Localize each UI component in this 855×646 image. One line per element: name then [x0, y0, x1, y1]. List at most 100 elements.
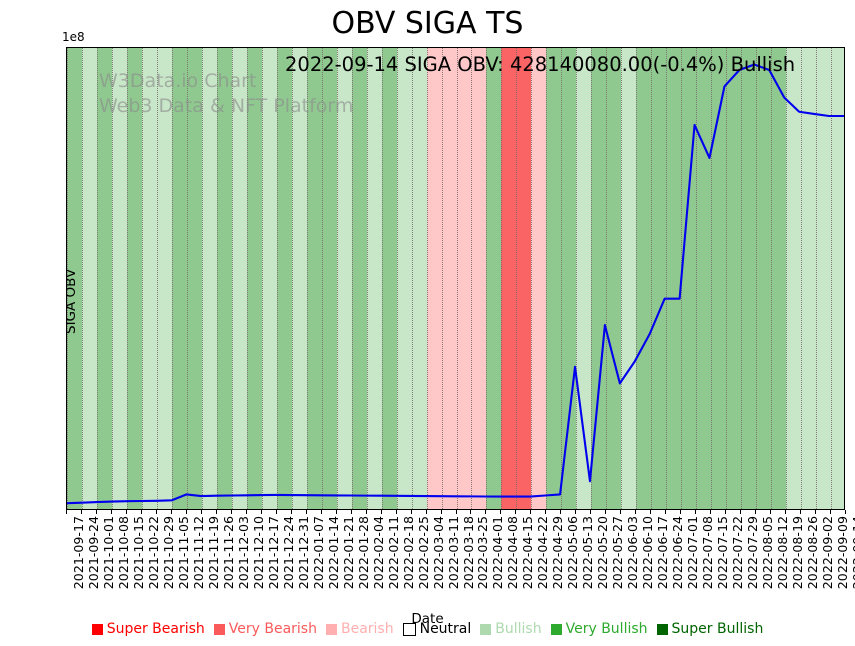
- gridline: [276, 48, 278, 509]
- x-tick-mark: [350, 510, 352, 514]
- gridline: [516, 48, 518, 509]
- legend-item[interactable]: Super Bearish: [91, 621, 205, 637]
- x-tick-mark: [455, 510, 457, 514]
- gridline: [306, 48, 308, 509]
- state-band: [636, 48, 652, 509]
- state-band: [831, 48, 844, 509]
- x-tick-label: 2022-01-21: [340, 516, 356, 590]
- x-tick-label: 2022-08-19: [790, 516, 806, 590]
- state-band: [411, 48, 428, 509]
- state-band: [426, 48, 443, 509]
- x-tick-label: 2022-03-18: [460, 516, 476, 590]
- state-band: [771, 48, 787, 509]
- x-tick-label: 2022-05-27: [610, 516, 626, 590]
- state-band: [741, 48, 757, 509]
- x-tick-label: 2022-04-22: [535, 516, 551, 590]
- x-tick-label: 2021-11-26: [220, 516, 236, 590]
- x-tick-mark: [590, 510, 592, 514]
- legend: Super Bearish Very Bearish Bearish Neutral B…: [0, 621, 855, 637]
- x-tick-label: 2021-11-12: [190, 516, 206, 590]
- y-tick-mark: [66, 477, 67, 478]
- gridline: [816, 48, 818, 509]
- x-tick-label: 2021-10-29: [160, 516, 176, 590]
- state-band: [561, 48, 577, 509]
- x-axis-title: Date: [411, 611, 444, 627]
- legend-swatch-icon: [213, 623, 225, 635]
- x-tick-mark: [635, 510, 637, 514]
- x-tick-mark: [620, 510, 622, 514]
- x-tick-label: 2021-12-31: [295, 516, 311, 590]
- state-band: [366, 48, 383, 509]
- gridline: [366, 48, 368, 509]
- x-tick-label: 2022-04-08: [505, 516, 521, 590]
- legend-swatch-icon: [480, 623, 492, 635]
- x-tick-mark: [380, 510, 382, 514]
- state-band: [261, 48, 278, 509]
- legend-item[interactable]: Bearish: [325, 621, 394, 637]
- x-tick-mark: [290, 510, 292, 514]
- gridline: [156, 48, 158, 509]
- gridline: [606, 48, 608, 509]
- x-tick-mark: [740, 510, 742, 514]
- state-band: [756, 48, 772, 509]
- gridline: [786, 48, 788, 509]
- gridline: [741, 48, 743, 509]
- state-band: [711, 48, 727, 509]
- x-tick-mark: [230, 510, 232, 514]
- state-band: [516, 48, 532, 509]
- x-tick-mark: [440, 510, 442, 514]
- state-band: [546, 48, 562, 509]
- gridline: [666, 48, 668, 509]
- x-tick-label: 2022-07-29: [745, 516, 761, 590]
- x-tick-label: 2022-01-28: [355, 516, 371, 590]
- obv-line-series: [67, 63, 844, 505]
- x-tick-mark: [125, 510, 127, 514]
- x-tick-mark: [755, 510, 757, 514]
- gridline: [621, 48, 623, 509]
- gridline: [831, 48, 833, 509]
- state-band: [381, 48, 398, 509]
- gridline: [501, 48, 503, 509]
- legend-item[interactable]: Very Bullish: [550, 621, 648, 637]
- x-tick-mark: [695, 510, 697, 514]
- x-tick-mark: [545, 510, 547, 514]
- legend-item[interactable]: Very Bearish: [213, 621, 317, 637]
- gridline: [81, 48, 83, 509]
- gridline: [291, 48, 293, 509]
- x-tick-label: 2022-03-11: [445, 516, 461, 590]
- x-tick-mark: [320, 510, 322, 514]
- x-tick-mark: [785, 510, 787, 514]
- x-tick-label: 2021-12-03: [235, 516, 251, 590]
- x-tick-label: 2022-04-15: [520, 516, 536, 590]
- legend-item[interactable]: Neutral: [402, 621, 471, 637]
- gridline: [201, 48, 203, 509]
- x-tick-label: 2021-11-19: [205, 516, 221, 590]
- x-tick-mark: [470, 510, 472, 514]
- x-tick-mark: [395, 510, 397, 514]
- gridline: [67, 48, 68, 509]
- gridline: [216, 48, 218, 509]
- y-tick-mark: [66, 367, 67, 368]
- x-tick-mark: [605, 510, 607, 514]
- state-band: [171, 48, 188, 509]
- x-tick-label: 2021-12-24: [280, 516, 296, 590]
- x-tick-mark: [275, 510, 277, 514]
- x-tick-label: 2022-07-22: [730, 516, 746, 590]
- legend-item-label: Super Bullish: [671, 621, 764, 637]
- gridline: [801, 48, 803, 509]
- legend-item[interactable]: Super Bullish: [656, 621, 764, 637]
- state-band: [231, 48, 248, 509]
- x-tick-label: 2022-07-15: [715, 516, 731, 590]
- gridline: [411, 48, 413, 509]
- legend-item[interactable]: Bullish: [480, 621, 542, 637]
- state-band: [111, 48, 128, 509]
- x-tick-label: 2022-05-20: [595, 516, 611, 590]
- x-tick-mark: [515, 510, 517, 514]
- x-tick-label: 2022-08-12: [775, 516, 791, 590]
- state-band: [576, 48, 592, 509]
- x-tick-mark: [260, 510, 262, 514]
- gridline: [231, 48, 233, 509]
- state-band: [651, 48, 667, 509]
- x-tick-mark: [680, 510, 682, 514]
